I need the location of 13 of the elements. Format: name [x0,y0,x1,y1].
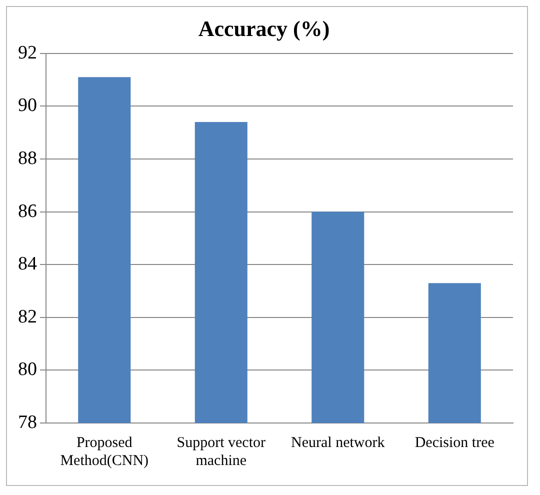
x-tick-label: Neural network [291,434,386,451]
y-tick-label: 86 [18,200,37,222]
y-tick-label: 90 [18,95,37,116]
x-tick-label: Decision tree [414,434,495,451]
y-tick-label: 84 [18,254,38,275]
y-tick-label: 80 [18,359,37,380]
chart-title: Accuracy (%) [198,16,330,41]
x-tick-label: Support vector machine [176,434,266,469]
y-tick-label: 82 [18,306,37,328]
y-tick-label: 78 [18,412,37,433]
y-tick-label: 88 [18,148,37,169]
y-tick-label: 92 [18,42,37,64]
x-tick-label: Proposed Method(CNN) [60,434,149,469]
